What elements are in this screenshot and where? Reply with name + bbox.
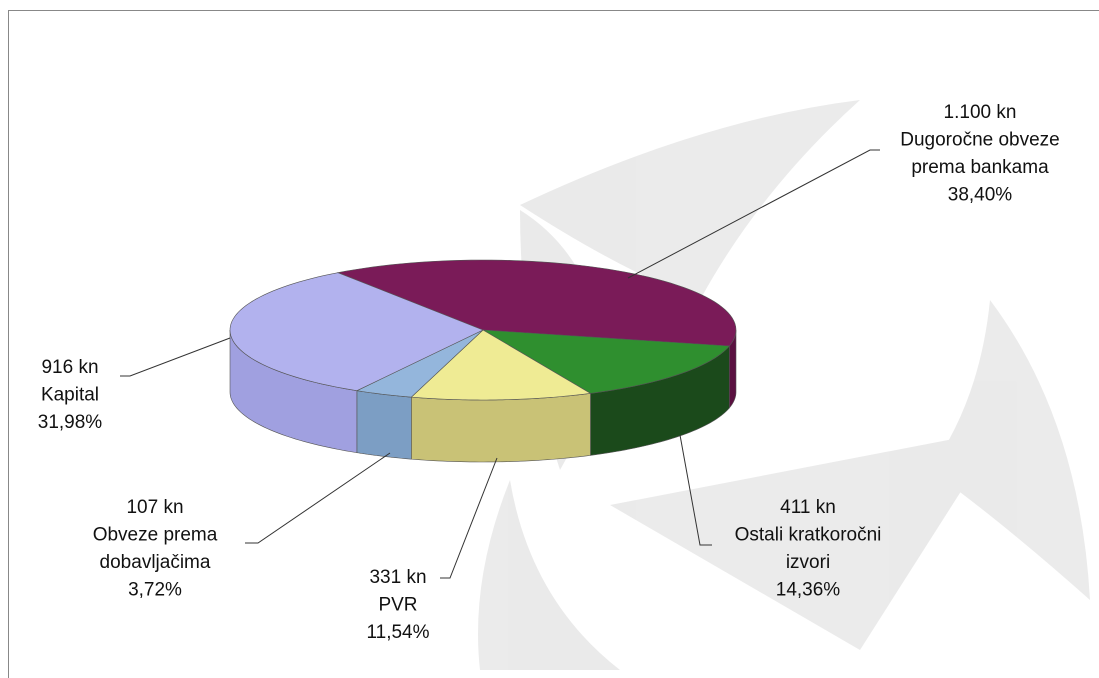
percent-label: 11,54% [366,622,429,643]
category-label: prema bankama [911,157,1049,178]
percent-label: 38,40% [948,185,1013,206]
value-label: 411 kn [780,497,836,518]
percent-label: 3,72% [128,580,182,601]
category-label: izvori [786,552,830,573]
category-label: PVR [378,595,417,616]
value-label: 916 kn [41,357,98,378]
slice-side [357,391,411,459]
category-label: Kapital [41,385,99,406]
page: 1.100 kn Dugoročne obveze prema bankama 38,… [0,0,1099,678]
value-label: 331 kn [369,567,426,588]
category-label: dobavljačima [100,552,211,573]
percent-label: 31,98% [38,412,103,433]
pie-tops [230,260,736,400]
value-label: 1.100 kn [944,102,1017,123]
category-label: Obveze prema [93,525,218,546]
chart: 1.100 kn Dugoročne obveze prema bankama 38,… [0,0,1099,678]
value-label: 107 kn [126,497,183,518]
percent-label: 14,36% [776,580,841,601]
category-label: Dugoročne obveze [900,130,1060,151]
category-label: Ostali kratkoročni [735,525,882,546]
slice-side [411,393,590,462]
